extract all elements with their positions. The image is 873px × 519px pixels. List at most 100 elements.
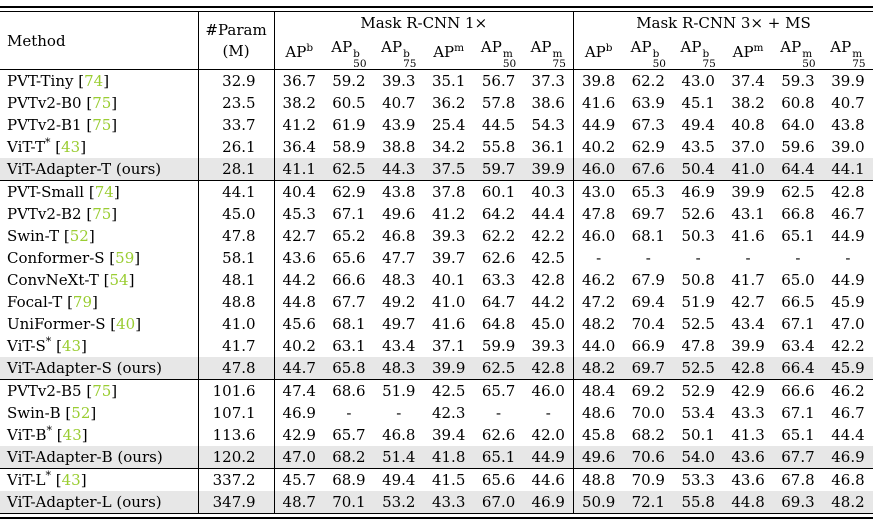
citation-link[interactable]: 75 bbox=[92, 116, 112, 134]
table-row: Conformer-S [59] 58.1 43.6 65.6 47.7 39.7 62.6… bbox=[0, 247, 873, 269]
col-header-ap-b50: AP b 50 bbox=[623, 35, 674, 70]
metric-value: 67.6 bbox=[623, 158, 674, 181]
metric-value: 50.1 bbox=[681, 426, 715, 444]
metric-value: 62.2 bbox=[481, 227, 516, 245]
metric-value: 69.2 bbox=[623, 379, 674, 402]
metric-value: 70.4 bbox=[631, 315, 665, 333]
method-cell: ViT-Adapter-L (ours) bbox=[0, 491, 199, 513]
metric-value: 45.9 bbox=[822, 357, 873, 380]
metric-value: 40.8 bbox=[731, 116, 765, 134]
metric-value: 53.4 bbox=[681, 404, 715, 422]
metric-value: 48.2 bbox=[822, 491, 873, 513]
citation-link[interactable]: 52 bbox=[71, 404, 91, 422]
metric-value: 67.7 bbox=[773, 446, 823, 469]
metric-value: 44.7 bbox=[274, 357, 324, 380]
citation-link[interactable]: 40 bbox=[116, 315, 136, 333]
metric-value: 48.7 bbox=[274, 491, 324, 513]
table-row: ViT-S* [43] 41.7 40.2 63.1 43.4 37.1 59.9 39.3 4… bbox=[0, 335, 873, 357]
metric-value: 37.5 bbox=[423, 158, 474, 181]
metric-value: 62.5 bbox=[323, 158, 374, 181]
table-row: ViT-B* [43] 113.6 42.9 65.7 46.8 39.4 62.6 42.0… bbox=[0, 424, 873, 446]
param-cell: 337.2 bbox=[197, 468, 275, 491]
metric-value: 68.1 bbox=[631, 227, 665, 245]
metric-value: 42.9 bbox=[723, 379, 774, 402]
citation-link[interactable]: 43 bbox=[62, 426, 82, 444]
metric-value: 66.9 bbox=[631, 337, 665, 355]
metric-value: 65.2 bbox=[332, 227, 366, 245]
metric-value: 44.9 bbox=[572, 114, 624, 136]
metric-value: 40.7 bbox=[382, 94, 416, 112]
metric-value: 39.9 bbox=[831, 72, 865, 90]
metric-value: 63.1 bbox=[332, 337, 366, 355]
citation-link[interactable]: 43 bbox=[61, 337, 82, 355]
metric-value: 70.6 bbox=[623, 446, 674, 469]
metric-value: 41.6 bbox=[572, 92, 624, 114]
metric-value: 68.2 bbox=[323, 446, 374, 469]
table-row: ViT-Adapter-B (ours) 120.2 47.0 68.2 51.4 41.… bbox=[0, 446, 873, 469]
metric-value: 36.1 bbox=[531, 138, 565, 156]
metric-value: 51.9 bbox=[373, 379, 424, 402]
citation-link[interactable]: 74 bbox=[94, 183, 114, 201]
metric-value: 46.9 bbox=[282, 404, 316, 422]
metric-value: 65.1 bbox=[781, 426, 815, 444]
metric-value: 45.0 bbox=[531, 315, 565, 333]
metric-value: 66.8 bbox=[781, 205, 815, 223]
metric-value: 39.0 bbox=[831, 138, 865, 156]
citation-link[interactable]: 43 bbox=[61, 471, 81, 489]
citation-link[interactable]: 75 bbox=[92, 94, 112, 112]
metric-value: 70.1 bbox=[323, 491, 374, 513]
citation-link[interactable]: 52 bbox=[69, 227, 89, 245]
metric-value: 52.5 bbox=[681, 315, 715, 333]
metric-value: 62.5 bbox=[473, 357, 524, 380]
param-cell: 48.8 bbox=[197, 291, 275, 313]
col-header-ap-m: APm bbox=[723, 35, 774, 70]
metric-value: 43.4 bbox=[731, 315, 765, 333]
metric-value: 48.6 bbox=[572, 402, 624, 424]
param-label: #Param bbox=[205, 20, 267, 39]
metric-value: 67.1 bbox=[781, 315, 815, 333]
metric-value: 62.2 bbox=[631, 72, 665, 90]
metric-value: 58.9 bbox=[332, 138, 366, 156]
table-row: PVTv2-B2 [75] 45.0 45.3 67.1 49.6 41.2 64.2 44.… bbox=[0, 203, 873, 225]
metric-value: 47.8 bbox=[681, 337, 715, 355]
metric-value: 44.4 bbox=[531, 205, 565, 223]
citation-link[interactable]: 59 bbox=[115, 249, 135, 267]
citation-link[interactable]: 74 bbox=[84, 72, 104, 90]
star-marker: * bbox=[46, 424, 53, 437]
metric-value: 36.7 bbox=[282, 72, 316, 90]
metric-value: 42.9 bbox=[282, 426, 316, 444]
col-header-ap-b50: AP b 50 bbox=[323, 35, 374, 70]
metric-value: 65.7 bbox=[473, 379, 524, 402]
param-cell: 33.7 bbox=[197, 114, 275, 136]
metric-value: 56.7 bbox=[481, 72, 516, 90]
method-cell: PVT-Tiny [74] bbox=[7, 72, 110, 90]
citation-link[interactable]: 75 bbox=[92, 382, 112, 400]
metric-value: 46.9 bbox=[822, 446, 873, 469]
method-cell: PVTv2-B2 [75] bbox=[7, 205, 118, 223]
metric-value: 69.7 bbox=[631, 205, 665, 223]
metric-value: 45.8 bbox=[572, 424, 624, 446]
metric-value: 45.7 bbox=[274, 468, 324, 491]
metric-value: 36.4 bbox=[282, 138, 316, 156]
metric-value: 38.8 bbox=[382, 138, 416, 156]
metric-value: 40.4 bbox=[274, 180, 324, 203]
metric-value: 39.9 bbox=[731, 337, 765, 355]
col-header-ap-m75: AP m 75 bbox=[523, 35, 574, 70]
citation-link[interactable]: 79 bbox=[72, 293, 93, 311]
metric-value: 40.7 bbox=[831, 94, 865, 112]
metric-value: 46.8 bbox=[382, 227, 416, 245]
param-cell: 45.0 bbox=[197, 203, 275, 225]
metric-value: 49.6 bbox=[572, 446, 624, 469]
metric-value: 44.8 bbox=[282, 293, 316, 311]
metric-value: 62.9 bbox=[631, 138, 665, 156]
citation-link[interactable]: 43 bbox=[61, 138, 81, 156]
supsub: m 75 bbox=[552, 48, 566, 70]
metric-value: 43.6 bbox=[282, 249, 316, 267]
metric-value: 51.9 bbox=[681, 293, 715, 311]
param-cell: 26.1 bbox=[197, 136, 275, 158]
metric-value: 34.2 bbox=[431, 138, 466, 156]
metric-value: 44.0 bbox=[572, 335, 624, 357]
param-cell: 113.6 bbox=[197, 424, 275, 446]
citation-link[interactable]: 75 bbox=[92, 205, 112, 223]
citation-link[interactable]: 54 bbox=[109, 271, 129, 289]
